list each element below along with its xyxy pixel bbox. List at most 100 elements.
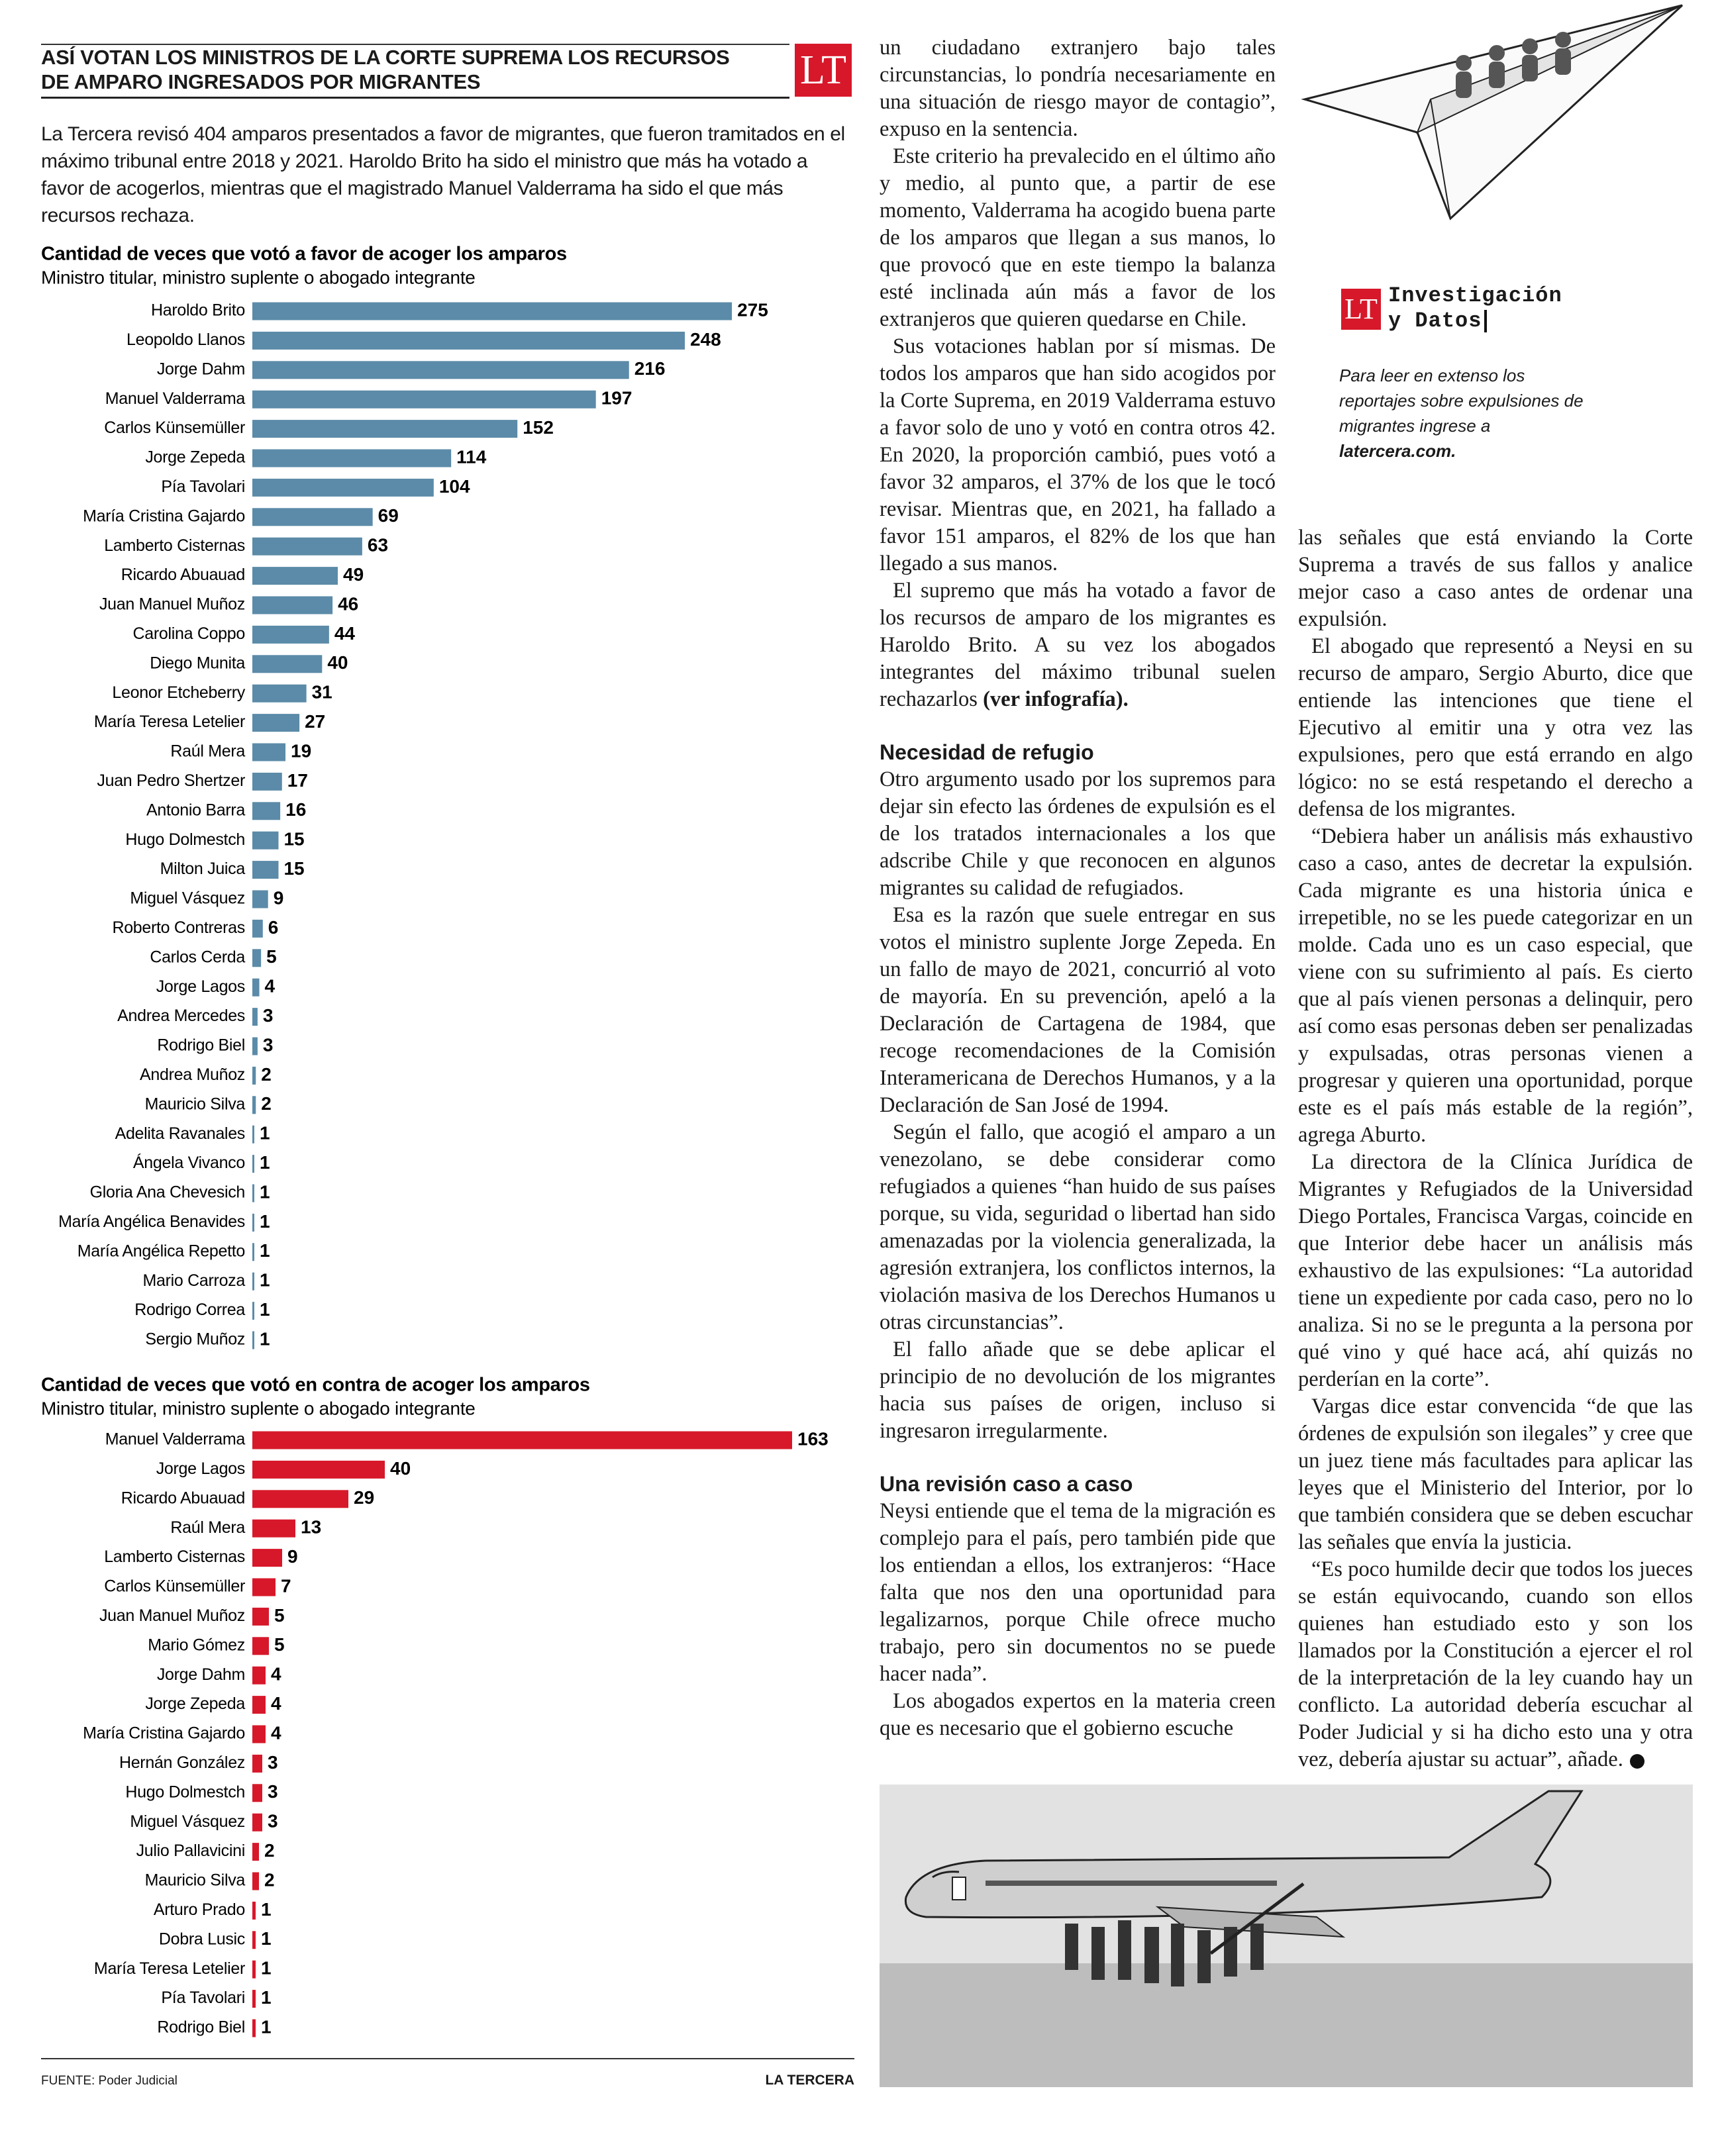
- paper-plane-illustration: [1301, 4, 1684, 220]
- bar: [252, 890, 268, 908]
- promo-note: Para leer en extenso los reportajes sobr…: [1339, 363, 1597, 464]
- paragraph: Otro argumento usado por los supremos pa…: [880, 766, 1276, 902]
- category-label: Lamberto Cisternas: [104, 1547, 245, 1566]
- category-label: María Teresa Letelier: [94, 712, 245, 731]
- paragraph-text: las señales que está enviando la Corte S…: [1298, 526, 1693, 631]
- paragraph: las señales que está enviando la Corte S…: [1298, 524, 1693, 633]
- paragraph: Vargas dice estar convencida “de que las…: [1298, 1393, 1693, 1556]
- category-label: Carolina Coppo: [132, 624, 245, 643]
- value-label: 1: [261, 1987, 272, 2008]
- value-label: 1: [261, 2016, 272, 2037]
- category-label: Carlos Künsemüller: [104, 1577, 245, 1596]
- value-label: 1: [260, 1270, 270, 1291]
- value-label: 4: [271, 1722, 281, 1743]
- bar: [252, 1607, 269, 1626]
- category-label: Mario Carroza: [143, 1271, 246, 1290]
- category-label: María Angélica Repetto: [77, 1242, 245, 1260]
- value-label: 9: [287, 1546, 298, 1567]
- value-label: 3: [263, 1034, 274, 1055]
- paragraph-text: El abogado que representó a Neysi en su …: [1298, 634, 1693, 821]
- value-label: 1: [261, 1928, 272, 1949]
- bar: [252, 449, 452, 467]
- bar: [252, 302, 733, 320]
- header: ASÍ VOTAN LOS MINISTROS DE LA CORTE SUPR…: [41, 44, 789, 99]
- category-label: Jorge Dahm: [157, 360, 245, 378]
- category-label: Adelita Ravanales: [115, 1124, 245, 1143]
- category-label: Raúl Mera: [170, 742, 245, 761]
- promo-title-text: y Datos: [1388, 309, 1482, 333]
- promo-title-line: Investigación: [1388, 283, 1562, 308]
- bar: [252, 1696, 266, 1714]
- value-label: 5: [274, 1634, 285, 1655]
- bar: [252, 772, 282, 791]
- category-label: Pía Tavolari: [161, 477, 245, 496]
- value-label: 2: [261, 1064, 272, 1085]
- bar: [252, 1666, 266, 1685]
- category-label: Carlos Künsemüller: [104, 418, 245, 437]
- bar: [252, 802, 281, 820]
- category-label: Julio Pallavicini: [136, 1841, 245, 1860]
- paragraph: Sus votaciones hablan por sí mismas. De …: [880, 333, 1276, 577]
- paragraph: “Debiera haber un análisis más exhaustiv…: [1298, 823, 1693, 1149]
- category-label: Ricardo Abuauad: [121, 565, 245, 584]
- category-label: Milton Juica: [160, 859, 246, 878]
- category-label: Leonor Etcheberry: [112, 683, 245, 702]
- paragraph: El fallo añade que se debe aplicar el pr…: [880, 1336, 1276, 1445]
- category-label: Andrea Muñoz: [140, 1065, 245, 1084]
- value-label: 3: [268, 1811, 278, 1832]
- bar: [252, 1125, 254, 1144]
- value-label: 27: [305, 711, 325, 732]
- promo-logo: LT: [1341, 289, 1381, 330]
- category-label: Ángela Vivanco: [133, 1153, 245, 1172]
- value-label: 63: [368, 535, 388, 556]
- category-label: Dobra Lusic: [159, 1930, 245, 1948]
- category-label: María Teresa Letelier: [94, 1959, 245, 1978]
- paragraph-text: La directora de la Clínica Jurídica de M…: [1298, 1150, 1693, 1391]
- bar: [252, 625, 329, 644]
- category-label: Andrea Mercedes: [117, 1006, 245, 1025]
- bar: [252, 1008, 258, 1026]
- value-label: 4: [271, 1664, 281, 1685]
- value-label: 16: [285, 799, 306, 820]
- value-label: 1: [260, 1123, 270, 1144]
- charts: Cantidad de veces que votó a favor de ac…: [41, 244, 829, 2037]
- category-label: Juan Pedro Shertzer: [97, 771, 245, 790]
- bar: [252, 1272, 254, 1291]
- category-label: Arturo Prado: [154, 1900, 245, 1919]
- category-label: Rodrigo Biel: [157, 2018, 245, 2037]
- bar: [252, 1037, 258, 1055]
- bar: [252, 1784, 262, 1802]
- paragraph-text: “Debiera haber un análisis más exhaustiv…: [1298, 824, 1693, 1147]
- bar: [252, 714, 300, 732]
- note-text: Para leer en extenso los reportajes sobr…: [1339, 366, 1584, 436]
- paragraph: un ciudadano extranjero bajo tales circu…: [880, 34, 1276, 143]
- bar: [252, 861, 279, 879]
- bar: [252, 831, 279, 850]
- value-label: 5: [274, 1605, 285, 1626]
- title-line: DE AMPARO INGRESADOS POR MIGRANTES: [41, 70, 481, 93]
- link[interactable]: latercera.com.: [1339, 441, 1456, 461]
- bar: [252, 361, 629, 379]
- category-label: Mauricio Silva: [145, 1871, 246, 1890]
- promo-title: Investigación y Datos: [1388, 283, 1562, 334]
- bar: [252, 537, 362, 556]
- value-label: 31: [312, 682, 332, 703]
- category-label: Gloria Ana Chevesich: [90, 1183, 245, 1202]
- bar: [252, 420, 518, 438]
- bar: [252, 1901, 256, 1920]
- bar: [252, 1843, 259, 1861]
- paragraph: Los abogados expertos en la materia cree…: [880, 1688, 1276, 1742]
- rule: [41, 2058, 854, 2059]
- value-label: 1: [260, 1181, 270, 1202]
- paragraph: Este criterio ha prevalecido en el últim…: [880, 143, 1276, 333]
- bar: [252, 1096, 256, 1114]
- category-label: María Angélica Benavides: [58, 1212, 245, 1231]
- value-label: 3: [268, 1752, 278, 1773]
- paragraph: El supremo que más ha votado a favor de …: [880, 577, 1276, 713]
- paragraph-text: un ciudadano extranjero bajo tales circu…: [880, 36, 1276, 141]
- paragraph-text: Este criterio ha prevalecido en el últim…: [880, 144, 1276, 331]
- paragraph-text: El fallo añade que se debe aplicar el pr…: [880, 1338, 1276, 1443]
- bar: [252, 390, 596, 409]
- bar: [252, 1155, 254, 1173]
- paragraph-text: Sus votaciones hablan por sí mismas. De …: [880, 334, 1276, 575]
